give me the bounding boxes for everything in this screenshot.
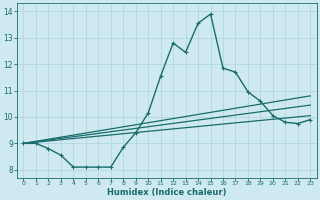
X-axis label: Humidex (Indice chaleur): Humidex (Indice chaleur) [107,188,227,197]
